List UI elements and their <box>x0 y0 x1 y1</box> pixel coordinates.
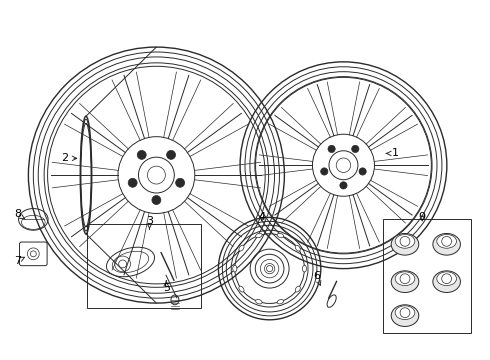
Ellipse shape <box>295 286 300 292</box>
Circle shape <box>137 150 146 159</box>
Ellipse shape <box>233 265 237 272</box>
Circle shape <box>400 308 410 318</box>
Ellipse shape <box>395 306 415 320</box>
Circle shape <box>359 168 366 175</box>
Ellipse shape <box>256 300 262 304</box>
Circle shape <box>175 178 185 187</box>
Ellipse shape <box>391 234 419 255</box>
Circle shape <box>128 178 137 187</box>
Ellipse shape <box>437 272 457 285</box>
Text: 2: 2 <box>61 153 77 163</box>
Ellipse shape <box>256 233 262 238</box>
Circle shape <box>441 274 452 284</box>
Text: 7: 7 <box>14 256 24 266</box>
Circle shape <box>400 274 410 284</box>
Ellipse shape <box>437 234 457 248</box>
Ellipse shape <box>327 295 336 307</box>
Text: 1: 1 <box>387 148 399 158</box>
Text: 8: 8 <box>14 210 24 220</box>
Circle shape <box>328 145 335 153</box>
Ellipse shape <box>395 234 415 248</box>
Ellipse shape <box>395 272 415 285</box>
Text: 4: 4 <box>258 212 265 222</box>
Ellipse shape <box>277 233 284 238</box>
Ellipse shape <box>277 300 284 304</box>
Text: 5: 5 <box>163 280 170 293</box>
Circle shape <box>400 237 410 246</box>
Ellipse shape <box>302 265 306 272</box>
Circle shape <box>352 145 359 153</box>
Text: 9: 9 <box>418 212 426 222</box>
Circle shape <box>320 168 328 175</box>
Circle shape <box>152 195 161 204</box>
Ellipse shape <box>239 245 244 251</box>
Circle shape <box>167 150 175 159</box>
Circle shape <box>340 182 347 189</box>
Circle shape <box>441 237 452 246</box>
Text: 6: 6 <box>314 271 321 285</box>
Ellipse shape <box>295 245 300 251</box>
Ellipse shape <box>239 286 244 292</box>
Ellipse shape <box>391 305 419 327</box>
Text: 3: 3 <box>146 216 153 229</box>
Ellipse shape <box>433 271 461 292</box>
Ellipse shape <box>391 271 419 292</box>
Ellipse shape <box>433 234 461 255</box>
